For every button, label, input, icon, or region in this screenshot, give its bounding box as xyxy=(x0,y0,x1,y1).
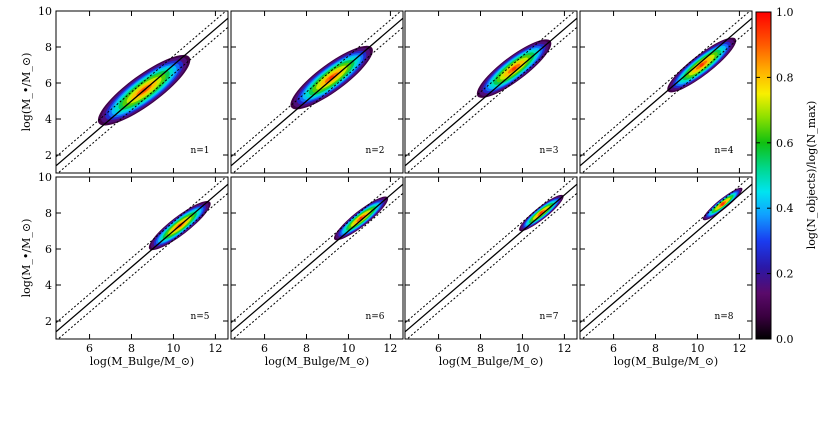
y-axis-label: log(M_•/M_⊙) xyxy=(20,53,33,132)
scatter-line xyxy=(232,192,403,339)
axes-text-layer: 2 4 6 8 10 log(M_•/M_⊙) 6 8 10 12 log(M_Bulge/M_⊙)… xyxy=(20,5,746,368)
panel-7: n=7 xyxy=(404,176,578,340)
relation-line xyxy=(405,183,577,333)
x-axis-label: log(M_Bulge/M_⊙) xyxy=(614,355,718,368)
panel-label: n=6 xyxy=(365,312,384,322)
relation-line xyxy=(580,17,752,167)
relation-line xyxy=(580,183,752,333)
x-axis-label: log(M_Bulge/M_⊙) xyxy=(439,355,543,368)
panel-label: n=2 xyxy=(365,146,384,156)
relation-line xyxy=(231,183,403,333)
density-contour xyxy=(699,63,704,67)
panel-frame xyxy=(55,10,229,174)
x-tick-label: 8 xyxy=(128,342,135,355)
relation-line xyxy=(56,17,228,167)
panel-2: n=2 xyxy=(230,10,404,174)
colorbar-tick-label: 0.6 xyxy=(776,137,794,150)
panel-frame xyxy=(230,10,404,174)
x-axis-label: log(M_Bulge/M_⊙) xyxy=(265,355,369,368)
x-tick-label: 12 xyxy=(732,342,746,355)
panel-6: n=6 xyxy=(230,176,404,340)
y-tick-label: 6 xyxy=(45,77,52,90)
density-contour xyxy=(720,202,725,206)
colorbar-tick-label: 1.0 xyxy=(776,6,794,19)
colorbar-tick-label: 0.2 xyxy=(776,268,794,281)
colorbar-tick-label: 0.0 xyxy=(776,333,794,346)
y-tick-label: 2 xyxy=(45,149,52,162)
colorbar-tick-label: 0.4 xyxy=(776,202,794,215)
x-axis-label: log(M_Bulge/M_⊙) xyxy=(90,355,194,368)
panel-frame xyxy=(579,10,753,174)
panel-5: n=5 xyxy=(55,176,229,340)
panel-label: n=3 xyxy=(539,146,558,156)
x-tick-label: 10 xyxy=(166,342,180,355)
y-tick-label: 4 xyxy=(45,113,52,126)
scatter-line xyxy=(406,192,577,339)
scatter-line xyxy=(580,11,751,158)
x-tick-label: 12 xyxy=(208,342,222,355)
panel-frame xyxy=(579,176,753,340)
panel-label: n=8 xyxy=(714,312,733,322)
colorbar-ticks: 0.0 0.2 0.4 0.6 0.8 1.0 xyxy=(756,6,794,346)
panel-frame xyxy=(404,176,578,340)
x-tick-label: 6 xyxy=(610,342,617,355)
panel-label: n=4 xyxy=(714,146,733,156)
relation-line xyxy=(405,17,577,167)
relation-line xyxy=(56,183,228,333)
colorbar-scale xyxy=(755,11,772,340)
x-tick-label: 8 xyxy=(477,342,484,355)
scatter-line xyxy=(405,11,576,158)
x-tick-label: 12 xyxy=(383,342,397,355)
panel-4: n=4 xyxy=(579,10,753,174)
x-tick-label: 10 xyxy=(341,342,355,355)
y-axis-label: log(M_•/M_⊙) xyxy=(20,219,33,298)
relation-line xyxy=(231,17,403,167)
colorbar-label: log(N_objects)/log(N_max) xyxy=(805,101,818,250)
panel-frame xyxy=(55,176,229,340)
x-tick-label: 12 xyxy=(557,342,571,355)
x-tick-label: 6 xyxy=(261,342,268,355)
scatter-line xyxy=(231,177,402,324)
x-tick-label: 8 xyxy=(652,342,659,355)
panel-label: n=1 xyxy=(190,146,209,156)
x-tick-label: 10 xyxy=(690,342,704,355)
x-tick-label: 6 xyxy=(435,342,442,355)
density-contour xyxy=(329,75,335,80)
scatter-line xyxy=(581,26,752,173)
scatter-line xyxy=(580,177,751,324)
panel-label: n=5 xyxy=(190,312,209,322)
x-tick-label: 6 xyxy=(86,342,93,355)
y-tick-label: 10 xyxy=(38,5,52,18)
scatter-line xyxy=(231,11,402,158)
scatter-line xyxy=(405,177,576,324)
panel-frame xyxy=(230,176,404,340)
scatter-line xyxy=(406,26,577,173)
scatter-line xyxy=(56,11,227,158)
scatter-line xyxy=(581,192,752,339)
colorbar-tick-label: 0.8 xyxy=(776,71,794,84)
density-contour xyxy=(511,66,517,71)
scatter-line xyxy=(56,177,227,324)
x-tick-label: 10 xyxy=(515,342,529,355)
x-tick-label: 8 xyxy=(303,342,310,355)
scatter-line xyxy=(57,26,228,173)
y-tick-label: 10 xyxy=(38,171,52,184)
scatter-line xyxy=(232,26,403,173)
y-tick-label: 4 xyxy=(45,279,52,292)
panel-frame xyxy=(404,10,578,174)
panel-label: n=7 xyxy=(539,312,558,322)
panel-3: n=3 xyxy=(404,10,578,174)
panel-8: n=8 xyxy=(579,176,753,340)
panel-1: n=1 xyxy=(55,10,229,174)
colorbar: 0.0 0.2 0.4 0.6 0.8 1.0 log(N_objects)/log(N_… xyxy=(755,6,818,346)
scatter-line xyxy=(57,192,228,339)
y-tick-label: 2 xyxy=(45,315,52,328)
y-tick-label: 6 xyxy=(45,243,52,256)
panels-layer: n=1 n=2 n=3 n=4 n=5 n=6 n=7 n=8 xyxy=(55,10,753,340)
y-tick-label: 8 xyxy=(45,207,52,220)
y-tick-label: 8 xyxy=(45,41,52,54)
